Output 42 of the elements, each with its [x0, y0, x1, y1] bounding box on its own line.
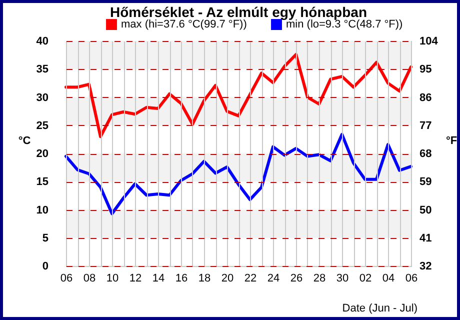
- x-tick-label: 28: [313, 272, 326, 284]
- line-series: [64, 53, 412, 138]
- y-tick-label: 20: [36, 148, 48, 160]
- y2-tick-label: 104: [420, 36, 439, 48]
- y-axis-title: °C: [18, 135, 31, 147]
- x-tick-label: 06: [60, 272, 73, 284]
- y-tick-label: 40: [36, 36, 48, 48]
- legend-label: max (hi=37.6 °C(99.7 °F)): [121, 18, 247, 31]
- y2-tick-label: 50: [420, 204, 432, 216]
- x-tick-label: 24: [267, 272, 280, 284]
- x-tick-label: 14: [152, 272, 165, 284]
- y-tick-label: 25: [36, 120, 48, 132]
- legend-label: min (lo=9.3 °C(48.7 °F)): [286, 18, 403, 31]
- x-tick-label: 12: [129, 272, 142, 284]
- y2-tick-label: 41: [420, 232, 432, 244]
- y2-tick-label: 77: [420, 120, 432, 132]
- y-tick-label: 0: [42, 260, 48, 272]
- x-tick-label: 06: [405, 272, 418, 284]
- x-tick-label: 26: [290, 272, 303, 284]
- y-tick-label: 5: [42, 232, 48, 244]
- x-tick-label: 20: [221, 272, 234, 284]
- x-axis-title: Date (Jun - Jul): [342, 302, 418, 314]
- x-tick-label: 04: [382, 272, 395, 284]
- line-series: [64, 132, 412, 216]
- x-tick-label: 10: [106, 272, 119, 284]
- y-tick-label: 15: [36, 176, 48, 188]
- x-tick-label: 16: [175, 272, 188, 284]
- y2-axis-title: °F: [446, 135, 458, 147]
- x-tick-label: 30: [336, 272, 349, 284]
- x-tick-label: 18: [198, 272, 211, 284]
- y2-tick-label: 59: [420, 176, 432, 188]
- chart-title: Hőmérséklet - Az elmúlt egy hónapban: [110, 4, 367, 20]
- y2-tick-label: 95: [420, 64, 432, 76]
- y-tick-label: 35: [36, 64, 48, 76]
- x-tick-label: 02: [359, 272, 372, 284]
- y2-tick-label: 32: [420, 260, 432, 272]
- x-tick-label: 08: [83, 272, 96, 284]
- y-tick-label: 10: [36, 204, 48, 216]
- y-tick-label: 30: [36, 92, 48, 104]
- x-tick-label: 22: [244, 272, 257, 284]
- y2-tick-label: 86: [420, 92, 432, 104]
- y2-tick-label: 68: [420, 148, 432, 160]
